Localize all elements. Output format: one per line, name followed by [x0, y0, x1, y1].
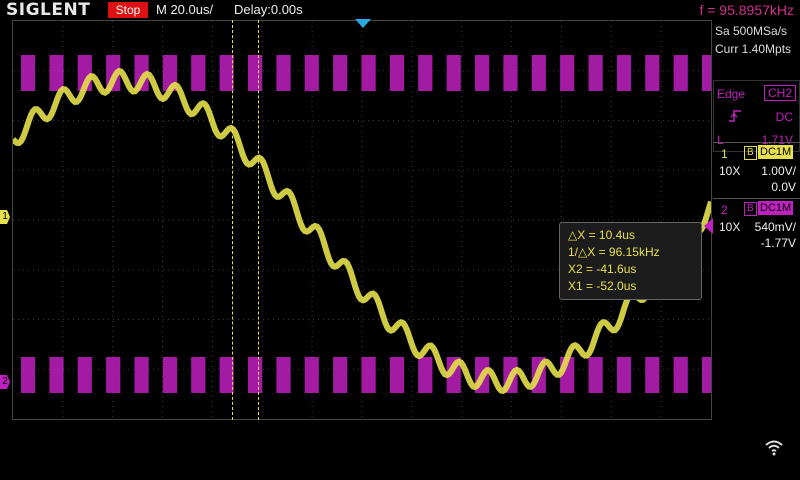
- trigger-position-marker[interactable]: [355, 19, 371, 28]
- brand-logo: SIGLENT: [6, 0, 91, 20]
- ch2-probe: 10X: [719, 220, 741, 234]
- ch2-trace-high: [21, 55, 711, 91]
- ch2-coupling: DC1M: [758, 201, 794, 215]
- ch1-bw-limit: B: [744, 146, 757, 160]
- ch1-number: 1: [721, 147, 728, 161]
- memory-depth: Curr 1.40Mpts: [715, 42, 792, 56]
- ch1-trace: [13, 67, 711, 395]
- ch1-offset: 0.0V: [771, 180, 796, 194]
- cursor-x2-line[interactable]: [258, 20, 259, 420]
- ch2-trace-low: [21, 357, 711, 393]
- cursor-x2: X2 = -41.6us: [568, 262, 637, 276]
- trigger-level-label: L: [717, 133, 724, 147]
- ch1-coupling: DC1M: [758, 145, 794, 159]
- wifi-icon: [765, 438, 783, 456]
- waveform-display[interactable]: [12, 20, 712, 420]
- acquisition-info[interactable]: Sa 500MSa/s Curr 1.40Mpts: [715, 22, 791, 58]
- trigger-type: Edge: [717, 87, 746, 101]
- top-status-bar: SIGLENT Stop M 20.0us/ Delay:0.00s f = 9…: [0, 0, 800, 20]
- sample-rate: Sa 500MSa/s: [715, 24, 788, 38]
- run-stop-indicator[interactable]: Stop: [108, 2, 148, 18]
- ch2-offset: -1.77V: [760, 236, 796, 250]
- trigger-coupling: DC: [775, 110, 793, 124]
- ch2-number: 2: [721, 203, 728, 217]
- trigger-panel[interactable]: Edge CH2 DC L 1.71V: [713, 80, 800, 152]
- trigger-level-value: 1.71V: [761, 133, 793, 147]
- right-info-panel: Sa 500MSa/s Curr 1.40Mpts Edge CH2 DC L …: [713, 20, 800, 480]
- ch1-scale: 1.00V/: [761, 164, 796, 178]
- ch2-bw-limit: B: [744, 202, 757, 216]
- ch1-probe: 10X: [719, 164, 741, 178]
- ch2-scale: 540mV/: [754, 220, 796, 234]
- trigger-level-marker[interactable]: [704, 218, 713, 234]
- delay-readout[interactable]: Delay:0.00s: [234, 2, 303, 17]
- timebase-readout[interactable]: M 20.0us/: [156, 2, 214, 17]
- ch2-offset-marker[interactable]: 2: [0, 375, 10, 389]
- rising-edge-icon: [728, 109, 742, 126]
- ch2-panel[interactable]: 2 B DC1M 10X 540mV/ -1.77V: [713, 198, 800, 252]
- cursor-x1-line[interactable]: [232, 20, 233, 420]
- frequency-counter: f = 95.8957kHz: [699, 2, 794, 18]
- cursor-measurement-box[interactable]: △X = 10.4us 1/△X = 96.15kHz X2 = -41.6us…: [559, 222, 702, 300]
- waveform-traces: [13, 55, 711, 395]
- cursor-delta-x: △X = 10.4us: [568, 228, 635, 242]
- trigger-source: CH2: [763, 85, 796, 101]
- cursor-inverse-delta-x: 1/△X = 96.15kHz: [568, 245, 660, 259]
- ch1-offset-marker[interactable]: 1: [0, 210, 10, 224]
- ch1-panel[interactable]: 1 B DC1M 10X 1.00V/ 0.0V: [713, 142, 800, 196]
- cursor-x1: X1 = -52.0us: [568, 279, 637, 293]
